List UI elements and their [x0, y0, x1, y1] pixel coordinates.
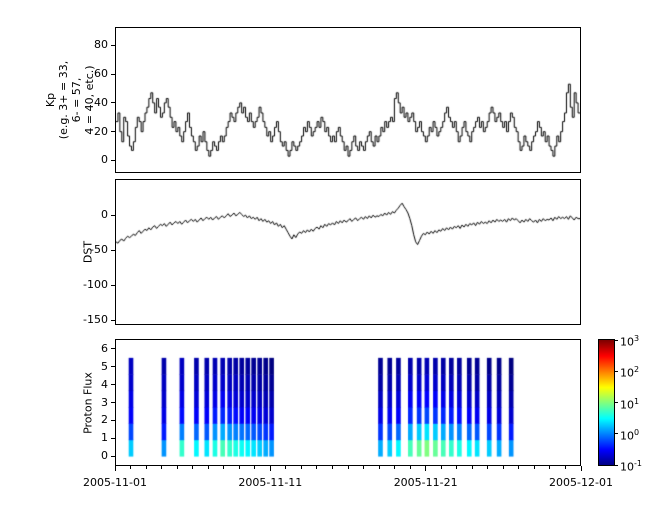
colorbar-tick-exponent: 3 — [634, 334, 640, 343]
x-minor-tick-mark — [254, 466, 256, 469]
y-tick-label: -50 — [90, 243, 108, 257]
x-minor-tick-mark — [316, 466, 318, 469]
x-tick-mark — [269, 466, 271, 471]
x-minor-tick-mark — [564, 466, 566, 469]
colorbar-tick-exponent: -1 — [634, 459, 642, 468]
x-tick-label: 2005-11-21 — [393, 476, 458, 489]
y-tick-mark — [111, 249, 115, 251]
colorbar-tick-exponent: 0 — [634, 427, 640, 437]
x-tick-label: 2005-12-01 — [549, 476, 613, 489]
y-tick-mark — [111, 102, 115, 104]
x-minor-tick-mark — [394, 466, 396, 469]
x-minor-tick-mark — [363, 466, 365, 469]
dst-panel — [115, 179, 581, 325]
kp-panel — [115, 27, 581, 173]
y-tick-mark — [111, 44, 115, 46]
x-minor-tick-mark — [300, 466, 302, 469]
y-tick-mark — [111, 73, 115, 75]
x-tick-mark — [425, 466, 427, 471]
x-minor-tick-mark — [176, 466, 178, 469]
colorbar-tick-mark — [615, 339, 618, 341]
y-tick-mark — [111, 131, 115, 133]
x-minor-tick-mark — [456, 466, 458, 469]
x-tick-mark — [580, 466, 582, 471]
dst-series-canvas — [116, 180, 580, 324]
kp-series-canvas — [116, 28, 580, 172]
colorbar-tick-label: 101 — [620, 396, 640, 412]
x-tick-mark — [114, 466, 116, 471]
colorbar-tick-label: 103 — [620, 334, 640, 349]
x-minor-tick-mark — [502, 466, 504, 469]
colorbar-tick-label: 102 — [620, 365, 640, 380]
y-tick-label: 20 — [94, 124, 108, 138]
x-minor-tick-mark — [347, 466, 349, 469]
colorbar-tick-mark — [615, 464, 618, 466]
y-tick-label: -100 — [83, 278, 108, 292]
y-tick-mark — [111, 437, 115, 439]
y-tick-mark — [111, 284, 115, 286]
x-minor-tick-mark — [518, 466, 520, 469]
colorbar-tick-exponent: 1 — [634, 396, 640, 406]
colorbar-gradient-canvas — [599, 340, 614, 465]
x-minor-tick-mark — [331, 466, 333, 469]
x-minor-tick-mark — [161, 466, 163, 469]
y-tick-mark — [111, 384, 115, 386]
x-minor-tick-mark — [549, 466, 551, 469]
x-tick-label: 2005-11-01 — [83, 476, 147, 489]
y-tick-label: 80 — [94, 38, 108, 52]
y-tick-mark — [111, 419, 115, 421]
y-tick-mark — [111, 348, 115, 350]
proton-flux-panel — [115, 339, 581, 466]
colorbar-tick-mark — [615, 402, 618, 403]
proton-flux-heatmap-canvas — [116, 340, 580, 465]
x-minor-tick-mark — [471, 466, 473, 469]
x-tick-label: 2005-11-11 — [238, 476, 303, 489]
y-tick-label: 6 — [101, 341, 108, 355]
y-tick-mark — [111, 159, 115, 161]
x-minor-tick-mark — [238, 466, 240, 469]
y-tick-label: 40 — [94, 95, 108, 109]
colorbar-tick-exponent: 2 — [634, 365, 640, 375]
colorbar-tick-label: 10-1 — [620, 459, 642, 474]
kp-axis-title-line: Kp — [44, 92, 57, 108]
x-minor-tick-mark — [285, 466, 287, 469]
x-minor-tick-mark — [192, 466, 194, 469]
y-tick-mark — [111, 319, 115, 321]
y-tick-label: 0 — [101, 449, 108, 463]
y-tick-label: 2 — [101, 413, 108, 427]
y-tick-label: 60 — [94, 67, 108, 81]
y-tick-label: 1 — [101, 431, 108, 445]
colorbar-tick-label: 100 — [620, 427, 640, 443]
y-tick-mark — [111, 214, 115, 216]
y-tick-label: 0 — [101, 208, 108, 222]
colorbar — [598, 339, 615, 466]
y-tick-mark — [111, 402, 115, 403]
colorbar-tick-mark — [615, 433, 618, 435]
y-tick-mark — [111, 455, 115, 457]
x-minor-tick-mark — [223, 466, 225, 469]
x-minor-tick-mark — [533, 466, 535, 469]
y-tick-label: -150 — [83, 313, 108, 327]
x-minor-tick-mark — [207, 466, 209, 469]
x-minor-tick-mark — [409, 466, 411, 469]
y-tick-label: 5 — [101, 359, 108, 373]
y-tick-mark — [111, 366, 115, 368]
x-minor-tick-mark — [378, 466, 380, 469]
x-minor-tick-mark — [440, 466, 442, 469]
x-minor-tick-mark — [130, 466, 132, 469]
y-tick-label: 4 — [101, 377, 108, 391]
x-minor-tick-mark — [145, 466, 147, 469]
y-tick-label: 0 — [101, 153, 108, 167]
y-tick-label: 3 — [101, 395, 108, 409]
x-minor-tick-mark — [487, 466, 489, 469]
colorbar-tick-mark — [615, 370, 618, 372]
